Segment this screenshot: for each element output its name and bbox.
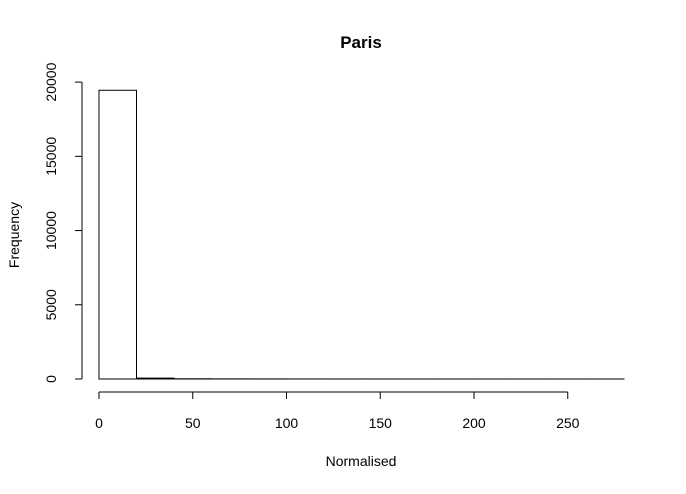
y-tick-label: 0 [43,375,59,383]
x-tick-label: 100 [275,415,299,431]
y-tick-label: 10000 [43,211,59,250]
y-tick-label: 15000 [43,137,59,176]
x-tick-label: 150 [369,415,393,431]
chart-title: Paris [340,33,382,52]
histogram-bar [99,90,137,379]
y-tick-label: 20000 [43,62,59,101]
y-axis: 0 5000 10000 15000 20000 [43,62,82,382]
x-tick-label: 200 [462,415,486,431]
y-axis-label: Frequency [6,202,22,268]
x-axis: 0 50 100 150 200 250 [95,392,580,431]
y-tick-label: 5000 [43,289,59,320]
x-tick-label: 250 [556,415,580,431]
bars-group [99,90,624,379]
x-tick-label: 0 [95,415,103,431]
x-axis-label: Normalised [326,453,397,469]
histogram-bar [137,378,175,379]
x-tick-label: 50 [185,415,201,431]
